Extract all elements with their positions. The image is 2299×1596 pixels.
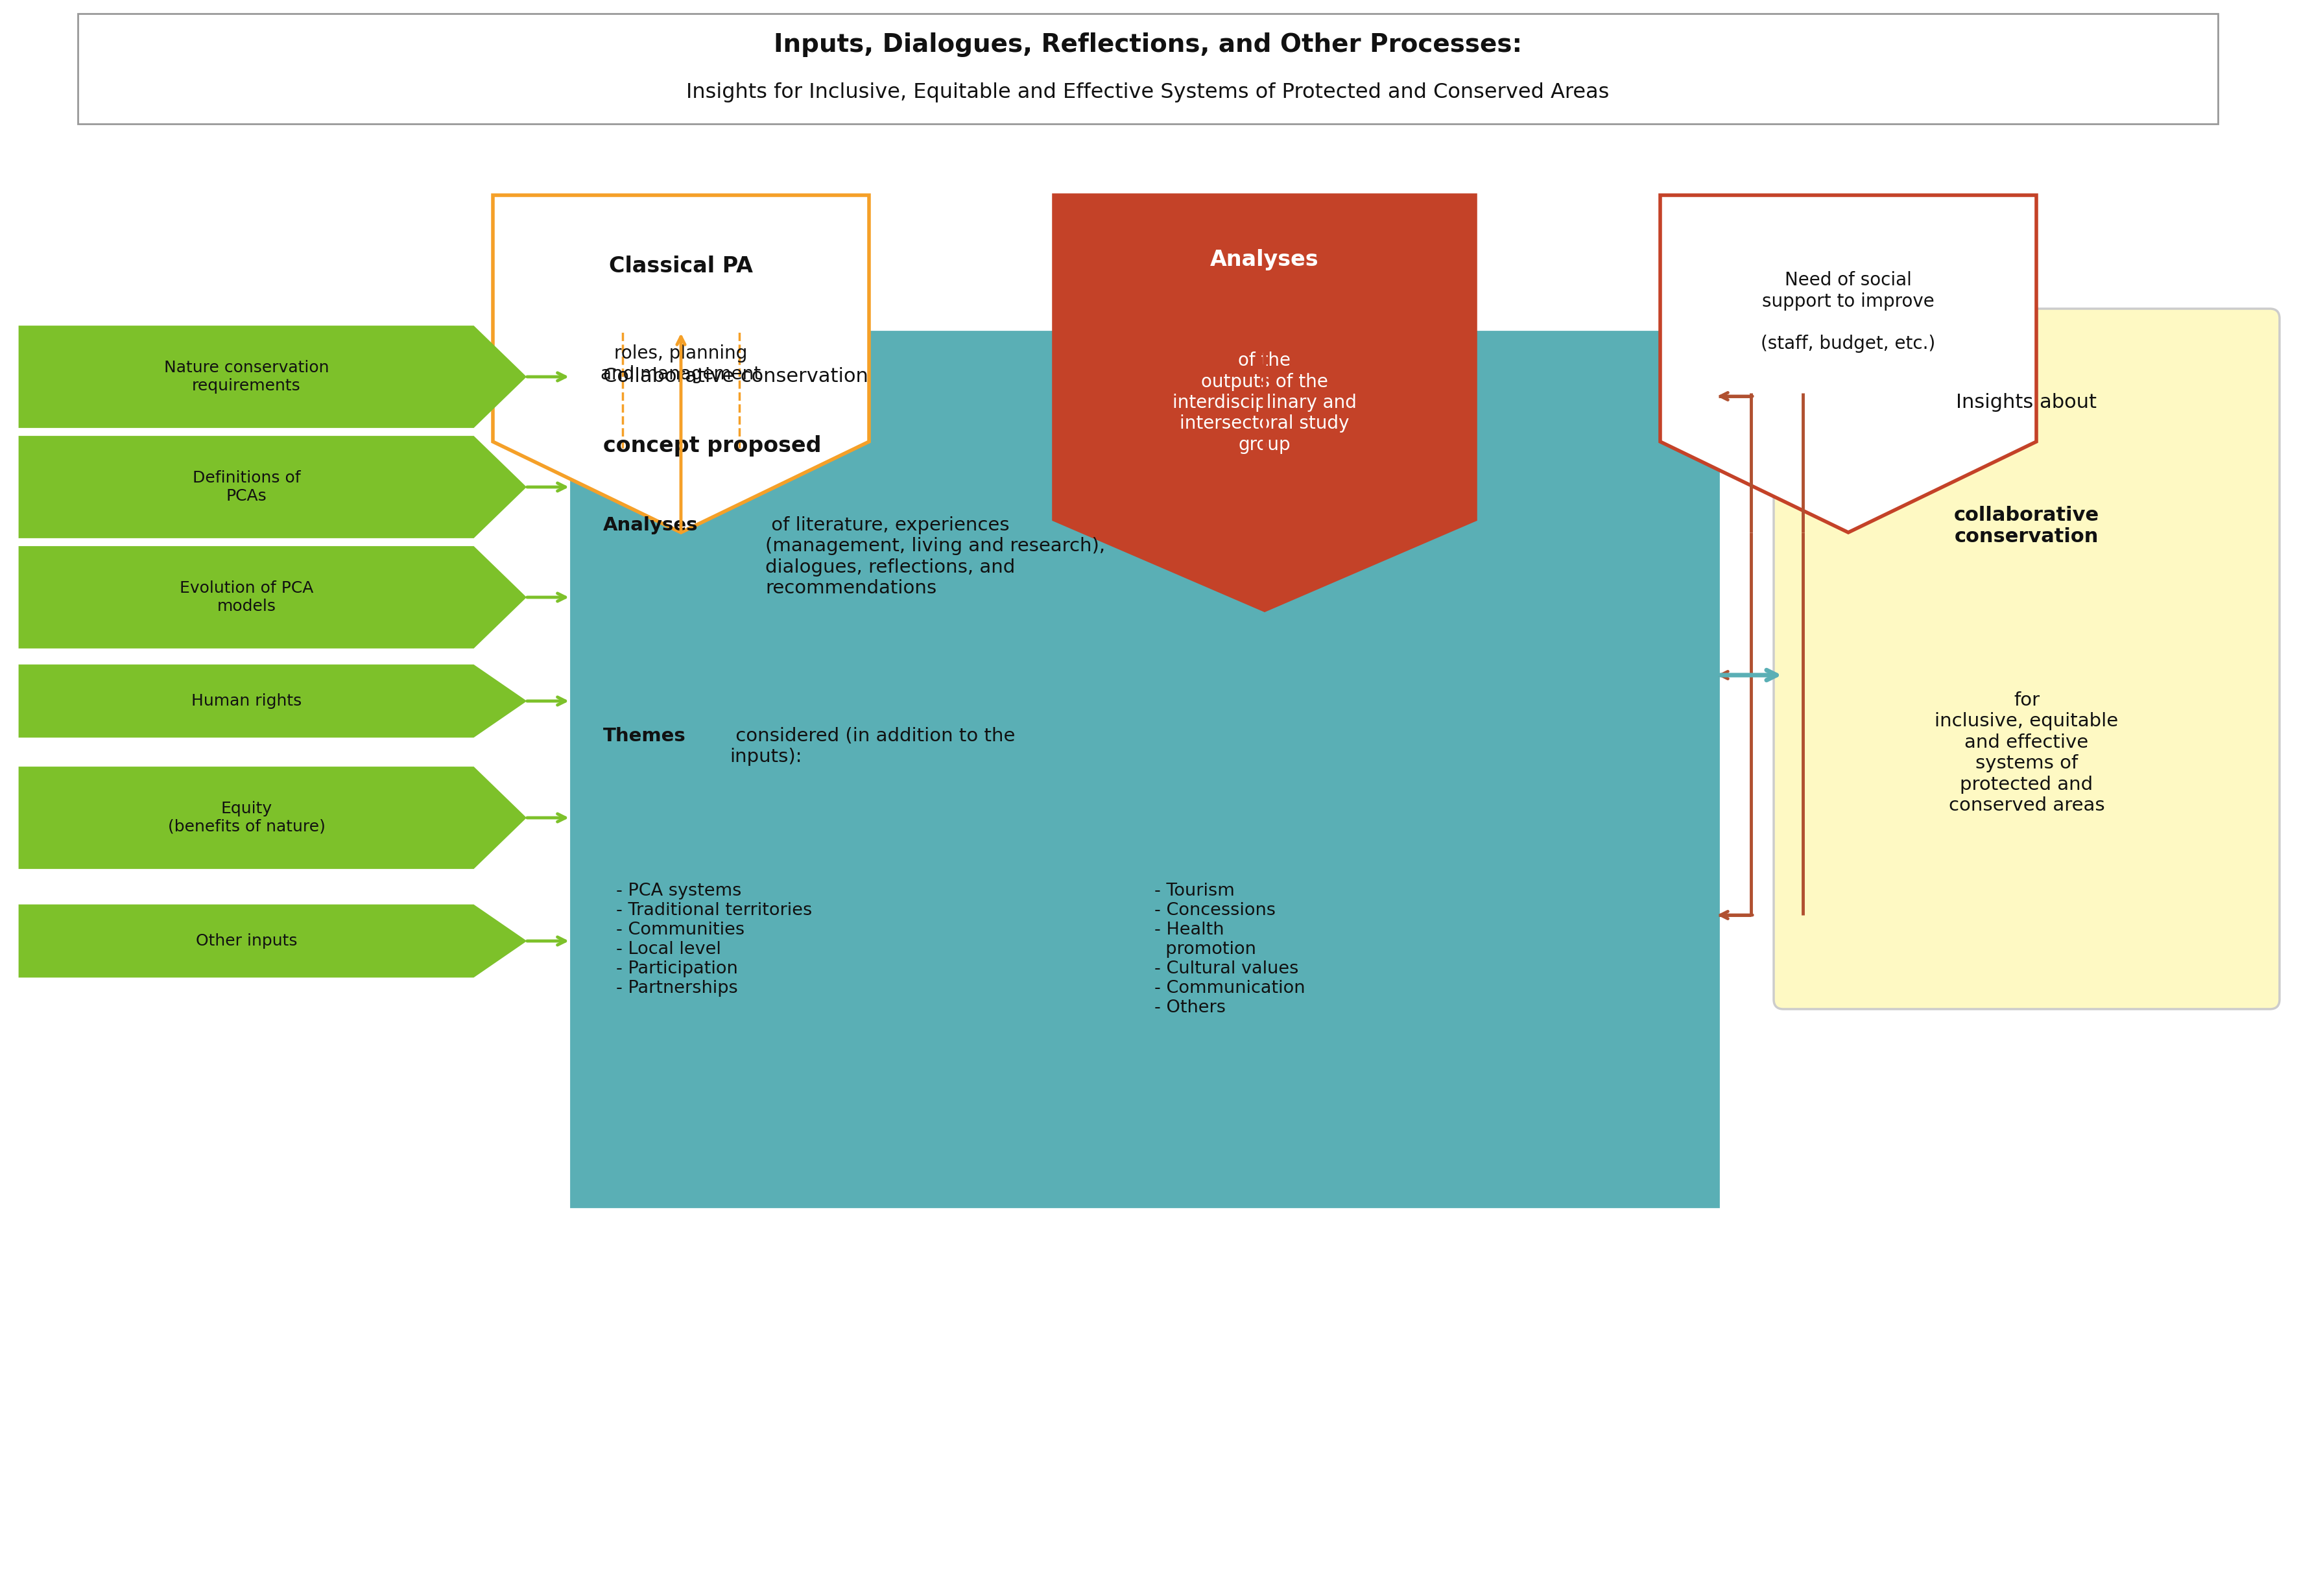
Text: for
inclusive, equitable
and effective
systems of
protected and
conserved areas: for inclusive, equitable and effective s… — [1936, 691, 2117, 814]
Text: Insights for Inclusive, Equitable and Effective Systems of Protected and Conserv: Insights for Inclusive, Equitable and Ef… — [687, 83, 1609, 102]
Text: concept proposed: concept proposed — [602, 436, 821, 456]
Text: of literature, experiences
(management, living and research),
dialogues, reflect: of literature, experiences (management, … — [766, 516, 1106, 597]
Text: Human rights: Human rights — [191, 693, 301, 709]
Polygon shape — [18, 437, 524, 538]
Text: of the
outputs of the
interdisciplinary and
intersectoral study
group: of the outputs of the interdisciplinary … — [1172, 351, 1356, 453]
Text: Classical PA: Classical PA — [609, 255, 754, 278]
Text: Need of social
support to improve

(staff, budget, etc.): Need of social support to improve (staff… — [1761, 271, 1936, 353]
Text: Analyses: Analyses — [1209, 249, 1320, 271]
Text: Inputs, Dialogues, Reflections, and Other Processes:: Inputs, Dialogues, Reflections, and Othe… — [775, 32, 1522, 57]
Text: Equity
(benefits of nature): Equity (benefits of nature) — [168, 801, 324, 835]
Text: Evolution of PCA
models: Evolution of PCA models — [179, 581, 313, 614]
Text: Nature conservation
requirements: Nature conservation requirements — [163, 361, 329, 394]
Polygon shape — [1660, 195, 2037, 533]
Text: Analyses: Analyses — [602, 516, 699, 535]
Text: roles, planning
and management: roles, planning and management — [600, 345, 761, 383]
Polygon shape — [18, 905, 524, 977]
Polygon shape — [18, 768, 524, 868]
Polygon shape — [492, 195, 869, 533]
Text: considered (in addition to the
inputs):: considered (in addition to the inputs): — [729, 728, 1016, 766]
FancyBboxPatch shape — [1775, 308, 2281, 1009]
Text: Insights about: Insights about — [1956, 393, 2097, 412]
Polygon shape — [18, 547, 524, 648]
Text: Other inputs: Other inputs — [195, 934, 297, 948]
Text: Themes: Themes — [602, 728, 685, 745]
Polygon shape — [18, 666, 524, 737]
FancyBboxPatch shape — [570, 332, 1720, 1207]
Polygon shape — [18, 327, 524, 428]
Text: Definitions of
PCAs: Definitions of PCAs — [193, 471, 301, 504]
Text: - Tourism
- Concessions
- Health
  promotion
- Cultural values
- Communication
-: - Tourism - Concessions - Health promoti… — [1154, 883, 1306, 1017]
Text: collaborative
conservation: collaborative conservation — [1954, 506, 2099, 546]
Text: Collaborative conservation: Collaborative conservation — [602, 367, 869, 386]
Polygon shape — [1053, 195, 1476, 610]
FancyBboxPatch shape — [78, 14, 2219, 124]
Text: - PCA systems
- Traditional territories
- Communities
- Local level
- Participat: - PCA systems - Traditional territories … — [616, 883, 812, 998]
